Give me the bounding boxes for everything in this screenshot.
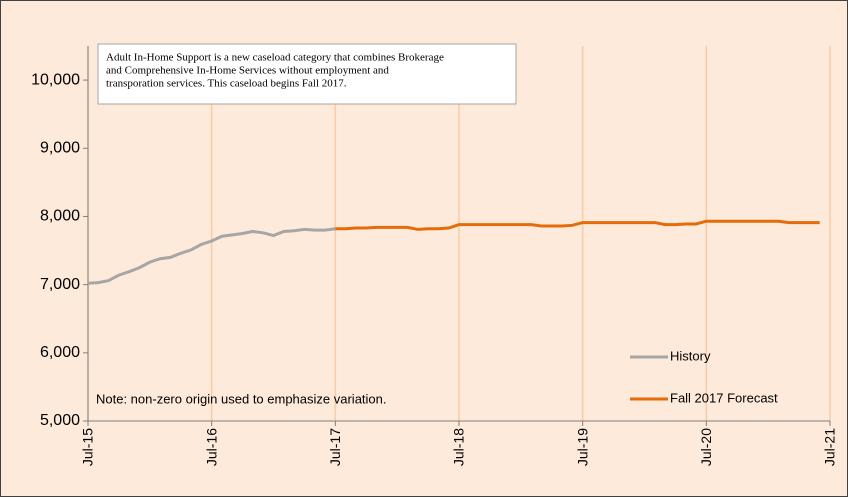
x-tick-label: Jul-21 bbox=[822, 428, 838, 466]
x-tick-label: Jul-19 bbox=[574, 428, 590, 466]
legend-label: Fall 2017 Forecast bbox=[670, 390, 778, 405]
x-tick-label: Jul-16 bbox=[203, 428, 219, 466]
x-tick-label: Jul-15 bbox=[80, 428, 96, 466]
legend-label: History bbox=[670, 348, 711, 363]
series-line bbox=[335, 219, 820, 231]
annotation-text: Adult In-Home Support is a new caseload … bbox=[106, 52, 444, 64]
y-tick-label: 10,000 bbox=[31, 71, 80, 88]
y-tick-label: 6,000 bbox=[40, 344, 80, 361]
x-tick-label: Jul-17 bbox=[327, 428, 343, 466]
note: Note: non-zero origin used to emphasize … bbox=[96, 391, 387, 406]
annotation-text: transporation services. This caseload be… bbox=[106, 78, 347, 90]
y-tick-label: 5,000 bbox=[40, 412, 80, 429]
annotation-text: and Comprehensive In-Home Services witho… bbox=[106, 65, 389, 77]
y-tick-label: 8,000 bbox=[40, 208, 80, 225]
series-line bbox=[87, 227, 336, 285]
annotation-box bbox=[97, 43, 517, 105]
x-tick-label: Jul-20 bbox=[698, 428, 714, 466]
y-tick-label: 7,000 bbox=[40, 276, 80, 293]
x-tick-label: Jul-18 bbox=[451, 428, 467, 466]
y-tick-label: 9,000 bbox=[40, 139, 80, 156]
